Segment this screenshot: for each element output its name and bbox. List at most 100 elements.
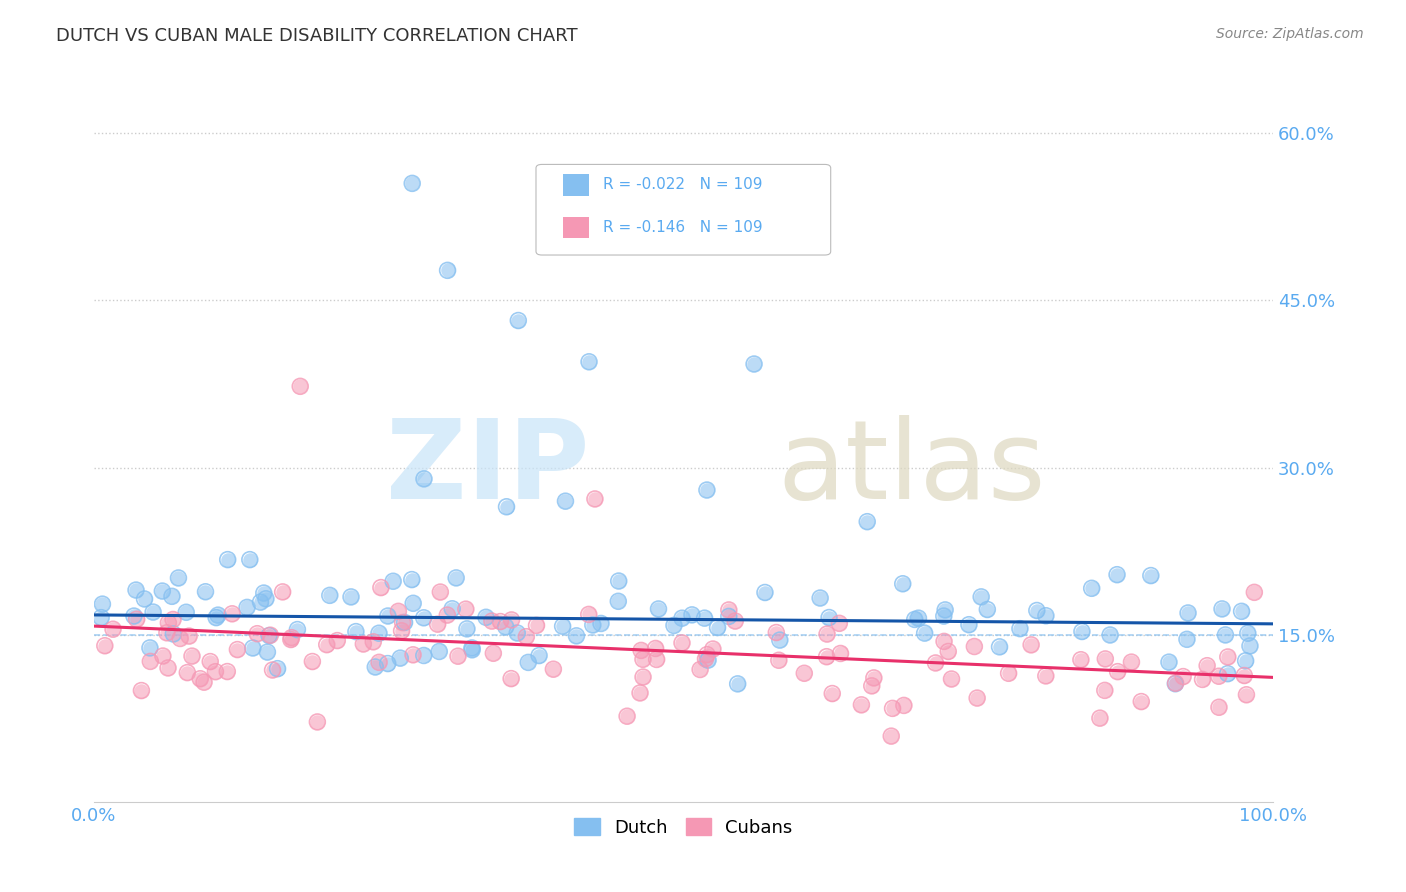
Point [543, 662, 565, 676]
Point [717, 609, 740, 624]
Point [436, 263, 458, 277]
Point [181, 649, 204, 664]
Point [402, 596, 425, 610]
Point [1025, 603, 1047, 617]
Point [412, 648, 434, 663]
Point [150, 584, 173, 599]
Point [697, 653, 720, 667]
Point [644, 641, 666, 656]
Point [207, 608, 229, 623]
Point [966, 691, 988, 706]
Point [856, 515, 879, 529]
Point [156, 625, 179, 640]
Point [702, 642, 724, 657]
Point [152, 648, 174, 663]
Point [221, 607, 243, 621]
Point [1099, 628, 1122, 642]
Point [607, 574, 630, 588]
Point [125, 583, 148, 598]
Point [1071, 624, 1094, 639]
Point [142, 605, 165, 619]
Point [429, 585, 451, 599]
Point [501, 613, 523, 627]
Point [436, 608, 458, 623]
Point [489, 615, 512, 629]
Point [176, 665, 198, 680]
Point [217, 552, 239, 566]
Point [194, 584, 217, 599]
Point [932, 634, 955, 648]
Point [1211, 602, 1233, 616]
Point [253, 586, 276, 600]
Point [893, 698, 915, 713]
Text: ZIP: ZIP [385, 416, 589, 523]
Point [554, 494, 576, 508]
Point [856, 515, 879, 529]
Point [1197, 658, 1219, 673]
Point [662, 618, 685, 632]
Point [391, 624, 413, 638]
Point [517, 656, 540, 670]
Point [689, 663, 711, 677]
Point [441, 602, 464, 616]
Point [671, 611, 693, 625]
Point [1208, 700, 1230, 714]
Point [742, 357, 765, 371]
Point [808, 591, 831, 605]
Point [821, 687, 844, 701]
Point [256, 645, 278, 659]
Point [169, 632, 191, 646]
Point [932, 609, 955, 624]
Point [501, 672, 523, 686]
Point [647, 602, 669, 616]
Point [361, 635, 384, 649]
Point [412, 611, 434, 625]
Point [988, 640, 1011, 654]
Point [236, 600, 259, 615]
Point [266, 662, 288, 676]
Point [727, 677, 749, 691]
Point [988, 640, 1011, 654]
Point [352, 637, 374, 651]
Point [997, 666, 1019, 681]
Point [828, 616, 851, 631]
Point [501, 672, 523, 686]
Point [1071, 624, 1094, 639]
Point [631, 652, 654, 666]
Point [924, 656, 946, 670]
Point [589, 616, 612, 631]
Point [1173, 670, 1195, 684]
Point [1107, 665, 1129, 679]
Point [125, 612, 148, 626]
Point [1019, 638, 1042, 652]
Point [101, 622, 124, 636]
Point [301, 655, 323, 669]
Point [125, 612, 148, 626]
Point [280, 632, 302, 647]
Point [706, 621, 728, 635]
Point [1070, 653, 1092, 667]
Point [818, 610, 841, 624]
Point [1130, 695, 1153, 709]
Point [94, 639, 117, 653]
Point [671, 611, 693, 625]
Point [368, 656, 391, 670]
Point [508, 313, 530, 327]
Point [242, 640, 264, 655]
Point [344, 624, 367, 639]
Point [891, 576, 914, 591]
Point [239, 552, 262, 566]
Point [1157, 655, 1180, 669]
Point [693, 611, 716, 625]
Point [271, 585, 294, 599]
Point [444, 571, 467, 585]
Point [262, 663, 284, 677]
Point [134, 592, 156, 607]
Point [226, 642, 249, 657]
Point [319, 588, 342, 602]
Point [461, 642, 484, 657]
Point [681, 607, 703, 622]
Point [543, 662, 565, 676]
Point [583, 491, 606, 506]
Point [307, 714, 329, 729]
